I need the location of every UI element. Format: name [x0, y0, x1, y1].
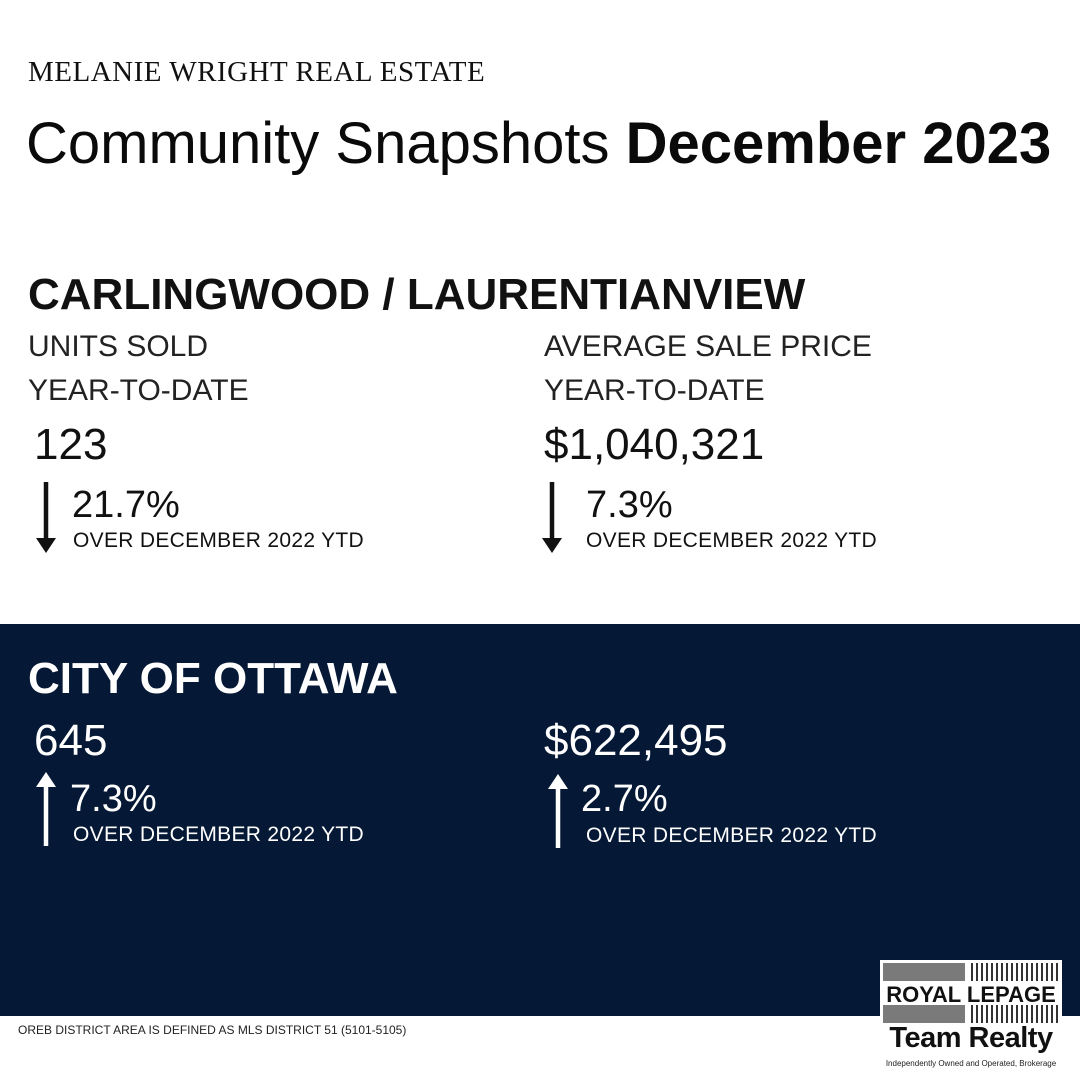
city-units-value: 645: [34, 716, 108, 765]
community-price-change: 7.3%: [586, 484, 673, 526]
page-title: Community Snapshots December 2023: [26, 110, 1051, 177]
logo-team-realty: Team Realty: [889, 1022, 1053, 1054]
logo-tagline: Independently Owned and Operated, Broker…: [885, 1059, 1057, 1068]
city-price-value: $622,495: [544, 716, 728, 765]
arrow-down-icon: [36, 482, 56, 553]
arrow-up-icon: [36, 772, 56, 846]
community-price-comparison: OVER DECEMBER 2022 YTD: [586, 529, 877, 552]
units-period-label: YEAR-TO-DATE: [28, 374, 249, 407]
brand-name: MELANIE WRIGHT REAL ESTATE: [28, 56, 486, 88]
community-units-value: 123: [34, 420, 108, 469]
city-price-change: 2.7%: [581, 778, 668, 820]
logo-bar-bottom: [883, 1005, 1059, 1023]
brokerage-logo: ROYAL LEPAGE Team Realty Independently O…: [880, 960, 1062, 1074]
community-units-comparison: OVER DECEMBER 2022 YTD: [73, 529, 364, 552]
title-light: Community Snapshots: [26, 111, 610, 176]
footer-note: OREB DISTRICT AREA IS DEFINED AS MLS DIS…: [18, 1023, 407, 1037]
city-units-comparison: OVER DECEMBER 2022 YTD: [73, 823, 364, 846]
logo-bar-top: [883, 963, 1059, 981]
community-price-value: $1,040,321: [544, 420, 765, 469]
city-price-comparison: OVER DECEMBER 2022 YTD: [586, 824, 877, 847]
arrow-down-icon: [542, 482, 562, 553]
community-name: CARLINGWOOD / LAURENTIANVIEW: [28, 270, 806, 319]
title-bold: December 2023: [625, 111, 1052, 176]
city-panel: [0, 624, 1080, 1016]
units-sold-label: UNITS SOLD: [28, 330, 209, 363]
price-period-label: YEAR-TO-DATE: [544, 374, 765, 407]
community-units-change: 21.7%: [72, 484, 180, 526]
city-name: CITY OF OTTAWA: [28, 654, 398, 703]
arrow-up-icon: [548, 774, 568, 848]
city-units-change: 7.3%: [70, 778, 157, 820]
logo-royal-lepage: ROYAL LEPAGE: [886, 982, 1056, 1007]
avg-price-label: AVERAGE SALE PRICE: [544, 330, 872, 363]
